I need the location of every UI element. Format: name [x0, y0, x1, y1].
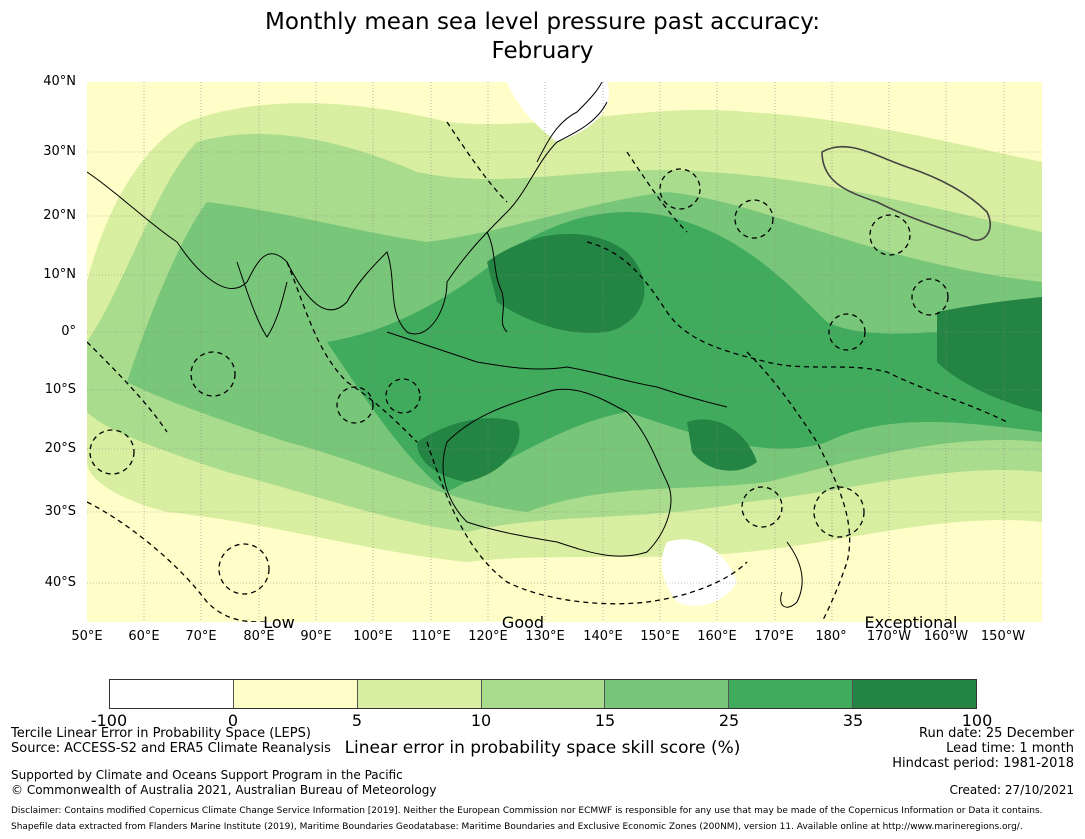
lead-time-text: Lead time: 1 month: [946, 741, 1074, 757]
lat-label-20s: 20°S: [0, 442, 76, 456]
disclaimer-text: Disclaimer: Contains modified Copernicus…: [11, 805, 1043, 817]
lat-label-0: 0°: [0, 325, 76, 339]
colorbar-segment-2: [234, 680, 358, 708]
colorbar-tick-25: 25: [719, 712, 739, 730]
lon-label-150e: 150°E: [640, 630, 680, 644]
lon-label-180: 180°: [815, 630, 846, 644]
colorbar-segment-6: [729, 680, 853, 708]
colorbar: [109, 679, 977, 709]
lon-label-110e: 110°E: [411, 630, 451, 644]
colorbar-segment-7: [853, 680, 976, 708]
map-svg: [87, 82, 1042, 622]
lon-label-160w: 160°W: [924, 630, 968, 644]
lon-label-50e: 50°E: [71, 630, 102, 644]
lon-label-170e: 170°E: [754, 630, 794, 644]
created-text: Created: 27/10/2021: [949, 782, 1074, 798]
lon-label-140e: 140°E: [583, 630, 623, 644]
lat-label-40s: 40°S: [0, 576, 76, 590]
colorbar-tick-10: 10: [471, 712, 491, 730]
colorbar-tick-5: 5: [352, 712, 362, 730]
title-line-1: Monthly mean sea level pressure past acc…: [0, 8, 1085, 37]
source-text: Source: ACCESS-S2 and ERA5 Climate Reana…: [11, 741, 331, 757]
lon-label-100e: 100°E: [353, 630, 393, 644]
lat-label-20n: 20°N: [0, 209, 76, 223]
colorbar-tick-15: 15: [595, 712, 615, 730]
lon-label-150w: 150°W: [981, 630, 1025, 644]
category-label-exceptional: Exceptional: [865, 614, 958, 632]
lat-label-10n: 10°N: [0, 268, 76, 282]
copyright-text: © Commonwealth of Australia 2021, Austra…: [11, 782, 436, 798]
lon-label-120e: 120°E: [468, 630, 508, 644]
lon-label-80e: 80°E: [243, 630, 274, 644]
colorbar-segment-1: [110, 680, 234, 708]
lon-label-170w: 170°W: [867, 630, 911, 644]
lat-label-30s: 30°S: [0, 505, 76, 519]
colorbar-segment-3: [358, 680, 482, 708]
lon-label-160e: 160°E: [697, 630, 737, 644]
lon-label-130e: 130°E: [525, 630, 565, 644]
colorbar-segment-4: [482, 680, 606, 708]
hindcast-text: Hindcast period: 1981-2018: [892, 756, 1074, 772]
lat-label-30n: 30°N: [0, 145, 76, 159]
chart-title: Monthly mean sea level pressure past acc…: [0, 8, 1085, 66]
title-line-2: February: [0, 37, 1085, 66]
lat-label-40n: 40°N: [0, 75, 76, 89]
run-date-text: Run date: 25 December: [919, 726, 1074, 742]
method-text: Tercile Linear Error in Probability Spac…: [11, 726, 311, 742]
lat-label-10s: 10°S: [0, 383, 76, 397]
lon-label-90e: 90°E: [300, 630, 331, 644]
shapefile-text: Shapefile data extracted from Flanders M…: [11, 821, 1023, 833]
lon-label-60e: 60°E: [128, 630, 159, 644]
category-label-good: Good: [502, 614, 544, 632]
colorbar-segment-5: [605, 680, 729, 708]
colorbar-tick-35: 35: [843, 712, 863, 730]
lon-label-70e: 70°E: [185, 630, 216, 644]
skill-map: [87, 82, 1042, 622]
category-label-low: Low: [263, 614, 295, 632]
supported-text: Supported by Climate and Oceans Support …: [11, 767, 403, 783]
